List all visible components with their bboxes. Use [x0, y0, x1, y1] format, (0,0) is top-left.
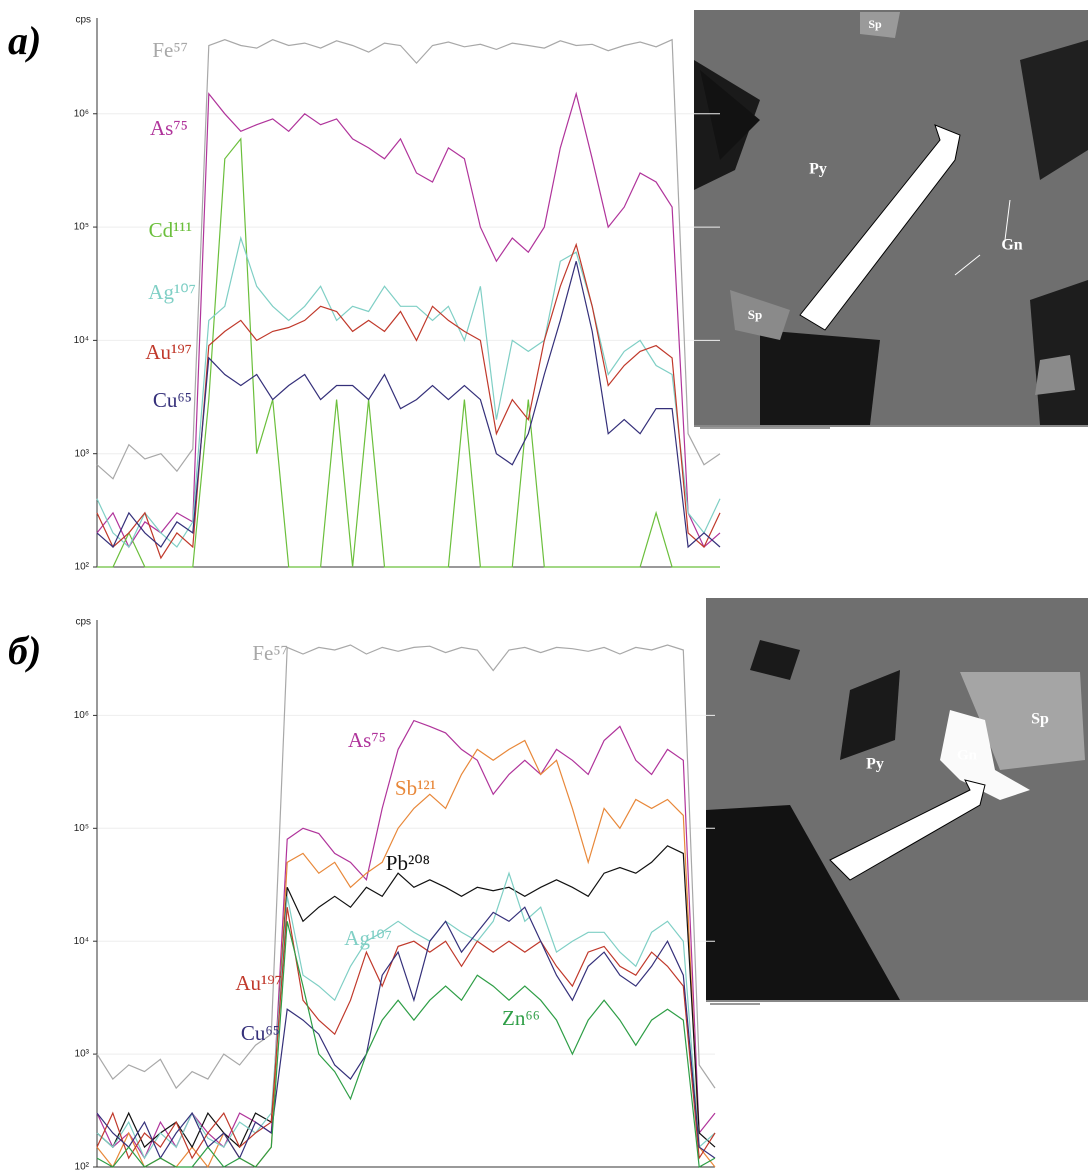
- series-label: Au¹⁹⁷: [235, 971, 282, 995]
- series-label: Cu⁶⁵: [241, 1021, 280, 1045]
- image-label: Sp: [748, 307, 762, 322]
- series-label: Ag¹⁰⁷: [344, 926, 392, 950]
- y-tick-label: 10⁶: [74, 108, 89, 119]
- series-label: Fe⁵⁷: [252, 641, 288, 665]
- panel-label: а): [8, 18, 41, 63]
- y-tick-label: 10⁴: [74, 335, 89, 346]
- series-label: Cd¹¹¹: [149, 218, 192, 242]
- series-line: [96, 261, 721, 549]
- image-label: Gn: [1001, 237, 1022, 254]
- series-line: [96, 91, 721, 549]
- y-tick-label: 10⁴: [74, 936, 89, 947]
- image-label: Py: [809, 161, 827, 178]
- bse-image-b: [706, 598, 1088, 1005]
- panel-label: б): [8, 628, 41, 673]
- series-label: Zn⁶⁶: [502, 1006, 540, 1030]
- series-line: [96, 235, 721, 548]
- series-line: [96, 644, 716, 1090]
- image-label: Sp: [868, 17, 882, 31]
- series-line: [96, 907, 716, 1160]
- image-label: Gn: [957, 747, 978, 763]
- image-label: Py: [866, 756, 884, 773]
- image-label: Sp: [1031, 711, 1049, 728]
- series-label: Pb²⁰⁸: [386, 851, 430, 875]
- series-label: Sb¹²¹: [395, 776, 436, 800]
- series-line: [96, 906, 716, 1160]
- y-tick-label: 10⁵: [74, 823, 89, 834]
- bse-image-a: [694, 10, 1088, 429]
- series-line: [96, 845, 716, 1149]
- y-tick-label: 10²: [75, 562, 90, 573]
- y-tick-label: 10⁵: [74, 222, 89, 233]
- y-tick-label: 10³: [75, 448, 90, 459]
- y-axis-label: cps: [75, 15, 91, 26]
- series-label: Fe⁵⁷: [152, 38, 188, 62]
- series-label: As⁷⁵: [150, 116, 188, 140]
- series-line: [96, 719, 716, 1160]
- series-line: [96, 921, 716, 1168]
- series-line: [96, 38, 721, 480]
- series-line: [97, 137, 720, 568]
- y-tick-label: 10²: [75, 1162, 90, 1173]
- y-axis-label: cps: [75, 617, 91, 628]
- y-tick-label: 10³: [75, 1049, 90, 1060]
- series-label: Au¹⁹⁷: [145, 340, 192, 364]
- series-label: Ag¹⁰⁷: [148, 280, 196, 304]
- series-label: As⁷⁵: [348, 728, 386, 752]
- series-label: Cu⁶⁵: [153, 388, 192, 412]
- series-line: [96, 871, 716, 1160]
- y-tick-label: 10⁶: [74, 710, 89, 721]
